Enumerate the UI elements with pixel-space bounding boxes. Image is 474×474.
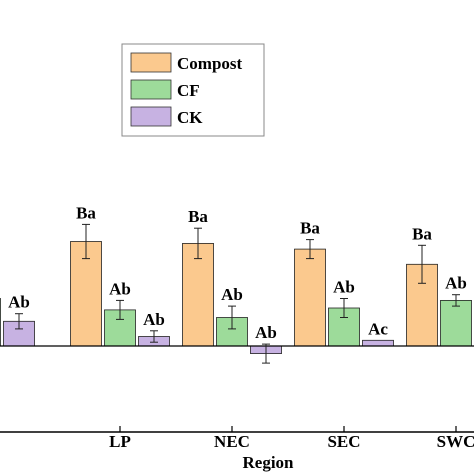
x-tick-label-sec: SEC (327, 432, 360, 451)
x-tick-label-swc: SWC (437, 432, 474, 451)
x-axis-title: Region (243, 453, 295, 472)
sig-label-ck-c: Ab (8, 293, 30, 312)
legend-swatch-cf (130, 79, 172, 100)
error-bar-ck-nec (262, 343, 270, 364)
sig-label-compost-swc: Ba (412, 224, 432, 243)
x-tick-label-nec: NEC (214, 432, 250, 451)
sig-label-compost-sec: Ba (300, 219, 320, 238)
error-bar-compost-sec (306, 239, 314, 260)
sig-label-cf-swc: Ab (445, 274, 467, 293)
sig-label-cf-lp: Ab (109, 279, 131, 298)
legend-label-ck: CK (177, 108, 203, 127)
error-bar-ck-c (15, 313, 23, 330)
legend: Compost CF CK (121, 43, 265, 137)
sig-label-cf-sec: Ab (333, 278, 355, 297)
legend-label-compost: Compost (177, 54, 243, 73)
bar-compost-sec (294, 248, 326, 347)
bar-cf-c (0, 298, 1, 347)
bar-ck-sec (362, 339, 394, 347)
legend-swatch-ck (130, 106, 172, 127)
x-axis-ticks (119, 426, 457, 432)
error-bar-cf-nec (228, 305, 236, 330)
error-bar-cf-swc (452, 294, 460, 307)
sig-label-compost-lp: Ba (76, 203, 96, 222)
significance-labels-layer: AbAbBaAbAbBaAbAbBaAbAcBaAbA (8, 203, 467, 342)
x-tick-labels: CLPNECSECSWC (109, 432, 474, 451)
bar-cf-swc (440, 299, 472, 347)
error-bar-compost-nec (194, 227, 202, 260)
bar-compost-nec (182, 242, 214, 347)
error-bar-compost-swc (418, 244, 426, 284)
sig-label-compost-nec: Ba (188, 207, 208, 226)
x-tick-label-lp: LP (109, 432, 131, 451)
sig-label-ck-sec: Ac (368, 319, 388, 338)
error-bars-layer (15, 223, 460, 364)
legend-entry-ck: CK (130, 106, 203, 127)
sig-label-ck-nec: Ab (255, 323, 277, 342)
sig-label-cf-nec: Ab (221, 285, 243, 304)
sig-label-ck-lp: Ab (143, 310, 165, 329)
legend-entry-compost: Compost (130, 52, 243, 73)
legend-label-cf: CF (177, 81, 200, 100)
legend-swatch-compost (130, 52, 172, 73)
error-bar-ck-lp (150, 330, 158, 343)
error-bar-cf-sec (340, 298, 348, 318)
error-bar-compost-lp (82, 223, 90, 260)
legend-entry-cf: CF (130, 79, 200, 100)
error-bar-cf-lp (116, 299, 124, 320)
